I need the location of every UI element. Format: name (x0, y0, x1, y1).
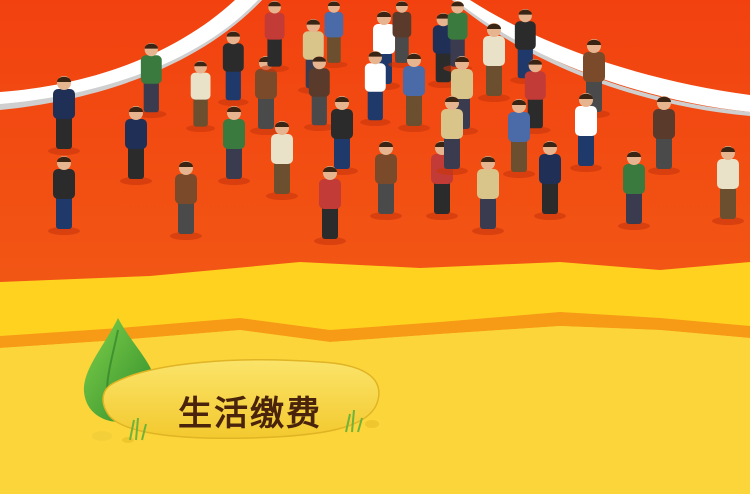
person (648, 96, 680, 175)
person (320, 0, 348, 68)
person (136, 42, 167, 118)
person (478, 23, 510, 102)
grass-left (129, 417, 147, 441)
person (712, 146, 744, 225)
person (304, 55, 335, 131)
person (314, 166, 346, 245)
person (398, 53, 430, 132)
person (170, 161, 202, 240)
person (266, 121, 298, 200)
person (534, 141, 566, 220)
person (570, 93, 602, 172)
person (443, 0, 472, 72)
person (186, 60, 215, 132)
person (436, 96, 468, 175)
crowd (48, 0, 744, 245)
orange-stripe (0, 312, 750, 348)
person (218, 106, 250, 185)
person (48, 76, 80, 155)
person (370, 141, 402, 220)
person (260, 0, 289, 72)
person (218, 30, 249, 106)
person (388, 0, 416, 68)
banner-title: 生活缴费 (178, 394, 322, 434)
person (618, 151, 650, 230)
person (428, 12, 459, 88)
person (503, 99, 535, 178)
grass-right (345, 409, 363, 433)
person (120, 106, 152, 185)
person (48, 156, 80, 235)
person (472, 156, 504, 235)
white-curtain-left (0, 0, 262, 108)
stone-plaque (102, 359, 380, 440)
person (360, 50, 391, 126)
white-curtain-right (452, 0, 750, 112)
